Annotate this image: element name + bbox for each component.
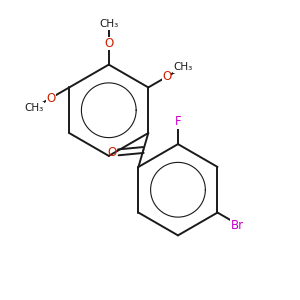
Text: O: O bbox=[162, 70, 171, 83]
Text: F: F bbox=[175, 115, 181, 128]
Text: CH₃: CH₃ bbox=[25, 103, 44, 112]
Text: Br: Br bbox=[230, 219, 244, 232]
Text: O: O bbox=[107, 146, 116, 159]
Text: O: O bbox=[46, 92, 56, 104]
Text: O: O bbox=[104, 37, 113, 50]
Text: CH₃: CH₃ bbox=[99, 19, 119, 29]
Text: CH₃: CH₃ bbox=[174, 62, 193, 72]
